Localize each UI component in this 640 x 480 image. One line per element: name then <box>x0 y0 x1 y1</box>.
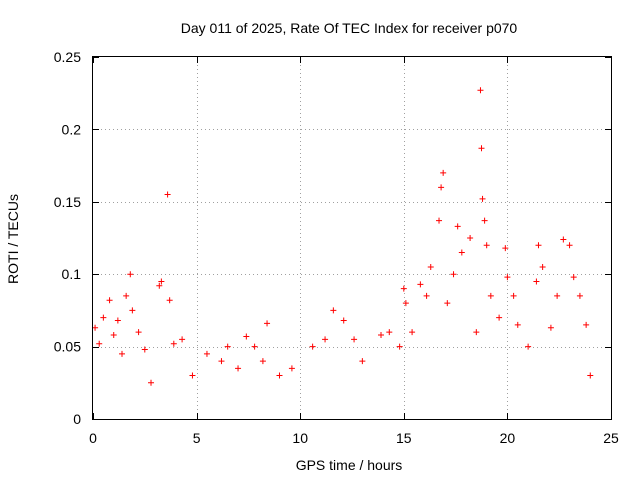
data-point <box>477 87 484 94</box>
data-point <box>288 365 295 372</box>
data-point <box>243 333 250 340</box>
data-point <box>444 300 451 307</box>
data-point <box>203 350 210 357</box>
data-point <box>218 358 225 365</box>
y-tick-label: 0.1 <box>62 266 82 282</box>
data-point <box>478 145 485 152</box>
y-tick-label: 0.05 <box>54 339 81 355</box>
data-point <box>440 169 447 176</box>
data-point <box>467 235 474 241</box>
data-point <box>340 317 347 324</box>
x-tick-label: 5 <box>193 430 201 446</box>
data-point <box>535 242 542 249</box>
data-point <box>170 340 177 347</box>
chart-title: Day 011 of 2025, Rate Of TEC Index for r… <box>181 20 518 36</box>
y-tick-label: 0.2 <box>62 121 82 137</box>
data-point <box>141 346 148 353</box>
data-point <box>496 314 503 321</box>
data-point <box>119 350 126 357</box>
data-point <box>189 372 196 379</box>
grid-lines <box>93 57 611 419</box>
data-point <box>386 329 393 336</box>
x-tick-label: 20 <box>500 430 516 446</box>
data-point <box>100 314 107 321</box>
data-point <box>502 245 509 252</box>
data-point <box>427 263 434 270</box>
data-point <box>235 365 242 372</box>
data-point <box>96 340 103 347</box>
data-point <box>438 184 445 191</box>
data-point <box>351 336 358 343</box>
data-point <box>587 372 594 379</box>
x-tick-labels: 0 5 10 15 20 25 <box>89 430 619 446</box>
data-point <box>510 292 517 299</box>
data-point <box>330 307 337 314</box>
axis-ticks <box>93 57 612 420</box>
data-point <box>473 329 480 336</box>
data-point <box>276 372 283 379</box>
data-point <box>539 263 546 270</box>
data-point <box>224 343 231 350</box>
y-tick-label: 0 <box>73 411 81 427</box>
data-point <box>417 281 424 288</box>
data-point <box>560 236 567 243</box>
data-point <box>114 317 121 324</box>
data-point <box>123 292 130 299</box>
data-point <box>106 297 113 304</box>
data-point <box>436 217 443 224</box>
data-point <box>309 343 316 350</box>
y-tick-label: 0.15 <box>54 194 81 210</box>
y-tick-label: 0.25 <box>54 49 81 65</box>
data-point <box>148 379 155 386</box>
x-tick-label: 0 <box>89 430 97 446</box>
data-point <box>566 242 573 249</box>
data-point <box>158 278 165 285</box>
data-point <box>576 292 583 299</box>
data-point <box>378 332 385 339</box>
data-point <box>135 329 142 336</box>
data-point <box>179 336 186 343</box>
data-point <box>547 324 554 331</box>
data-point <box>504 274 511 281</box>
y-tick-labels: 0 0.05 0.1 0.15 0.2 0.25 <box>54 49 81 427</box>
data-point <box>514 321 521 328</box>
y-axis-label: ROTI / TECUs <box>5 194 21 284</box>
data-point <box>487 292 494 299</box>
data-point <box>322 336 329 343</box>
data-point <box>251 343 258 350</box>
data-point <box>127 271 134 278</box>
data-point <box>396 343 403 350</box>
x-tick-label: 10 <box>292 430 308 446</box>
data-points <box>92 87 594 386</box>
data-point <box>525 343 532 350</box>
data-point <box>156 282 163 289</box>
data-point <box>129 307 136 314</box>
data-point <box>481 217 488 224</box>
data-point <box>479 195 486 202</box>
data-point <box>450 271 457 278</box>
data-point <box>458 249 465 256</box>
data-point <box>483 242 490 249</box>
data-point <box>264 320 271 327</box>
data-point <box>409 329 416 336</box>
data-point <box>400 285 407 292</box>
x-tick-label: 25 <box>603 430 619 446</box>
x-tick-label: 15 <box>396 430 412 446</box>
data-point <box>570 274 577 281</box>
data-point <box>454 223 461 230</box>
x-axis-label: GPS time / hours <box>296 457 403 473</box>
data-point <box>583 321 590 328</box>
data-point <box>402 300 409 307</box>
data-point <box>166 297 173 304</box>
data-point <box>554 292 561 299</box>
plot-frame <box>92 56 612 420</box>
data-point <box>359 358 366 365</box>
data-point <box>110 332 117 339</box>
data-point <box>164 191 171 198</box>
data-point <box>533 278 540 285</box>
data-point <box>423 292 430 299</box>
data-point <box>259 358 266 365</box>
data-point <box>92 324 99 331</box>
